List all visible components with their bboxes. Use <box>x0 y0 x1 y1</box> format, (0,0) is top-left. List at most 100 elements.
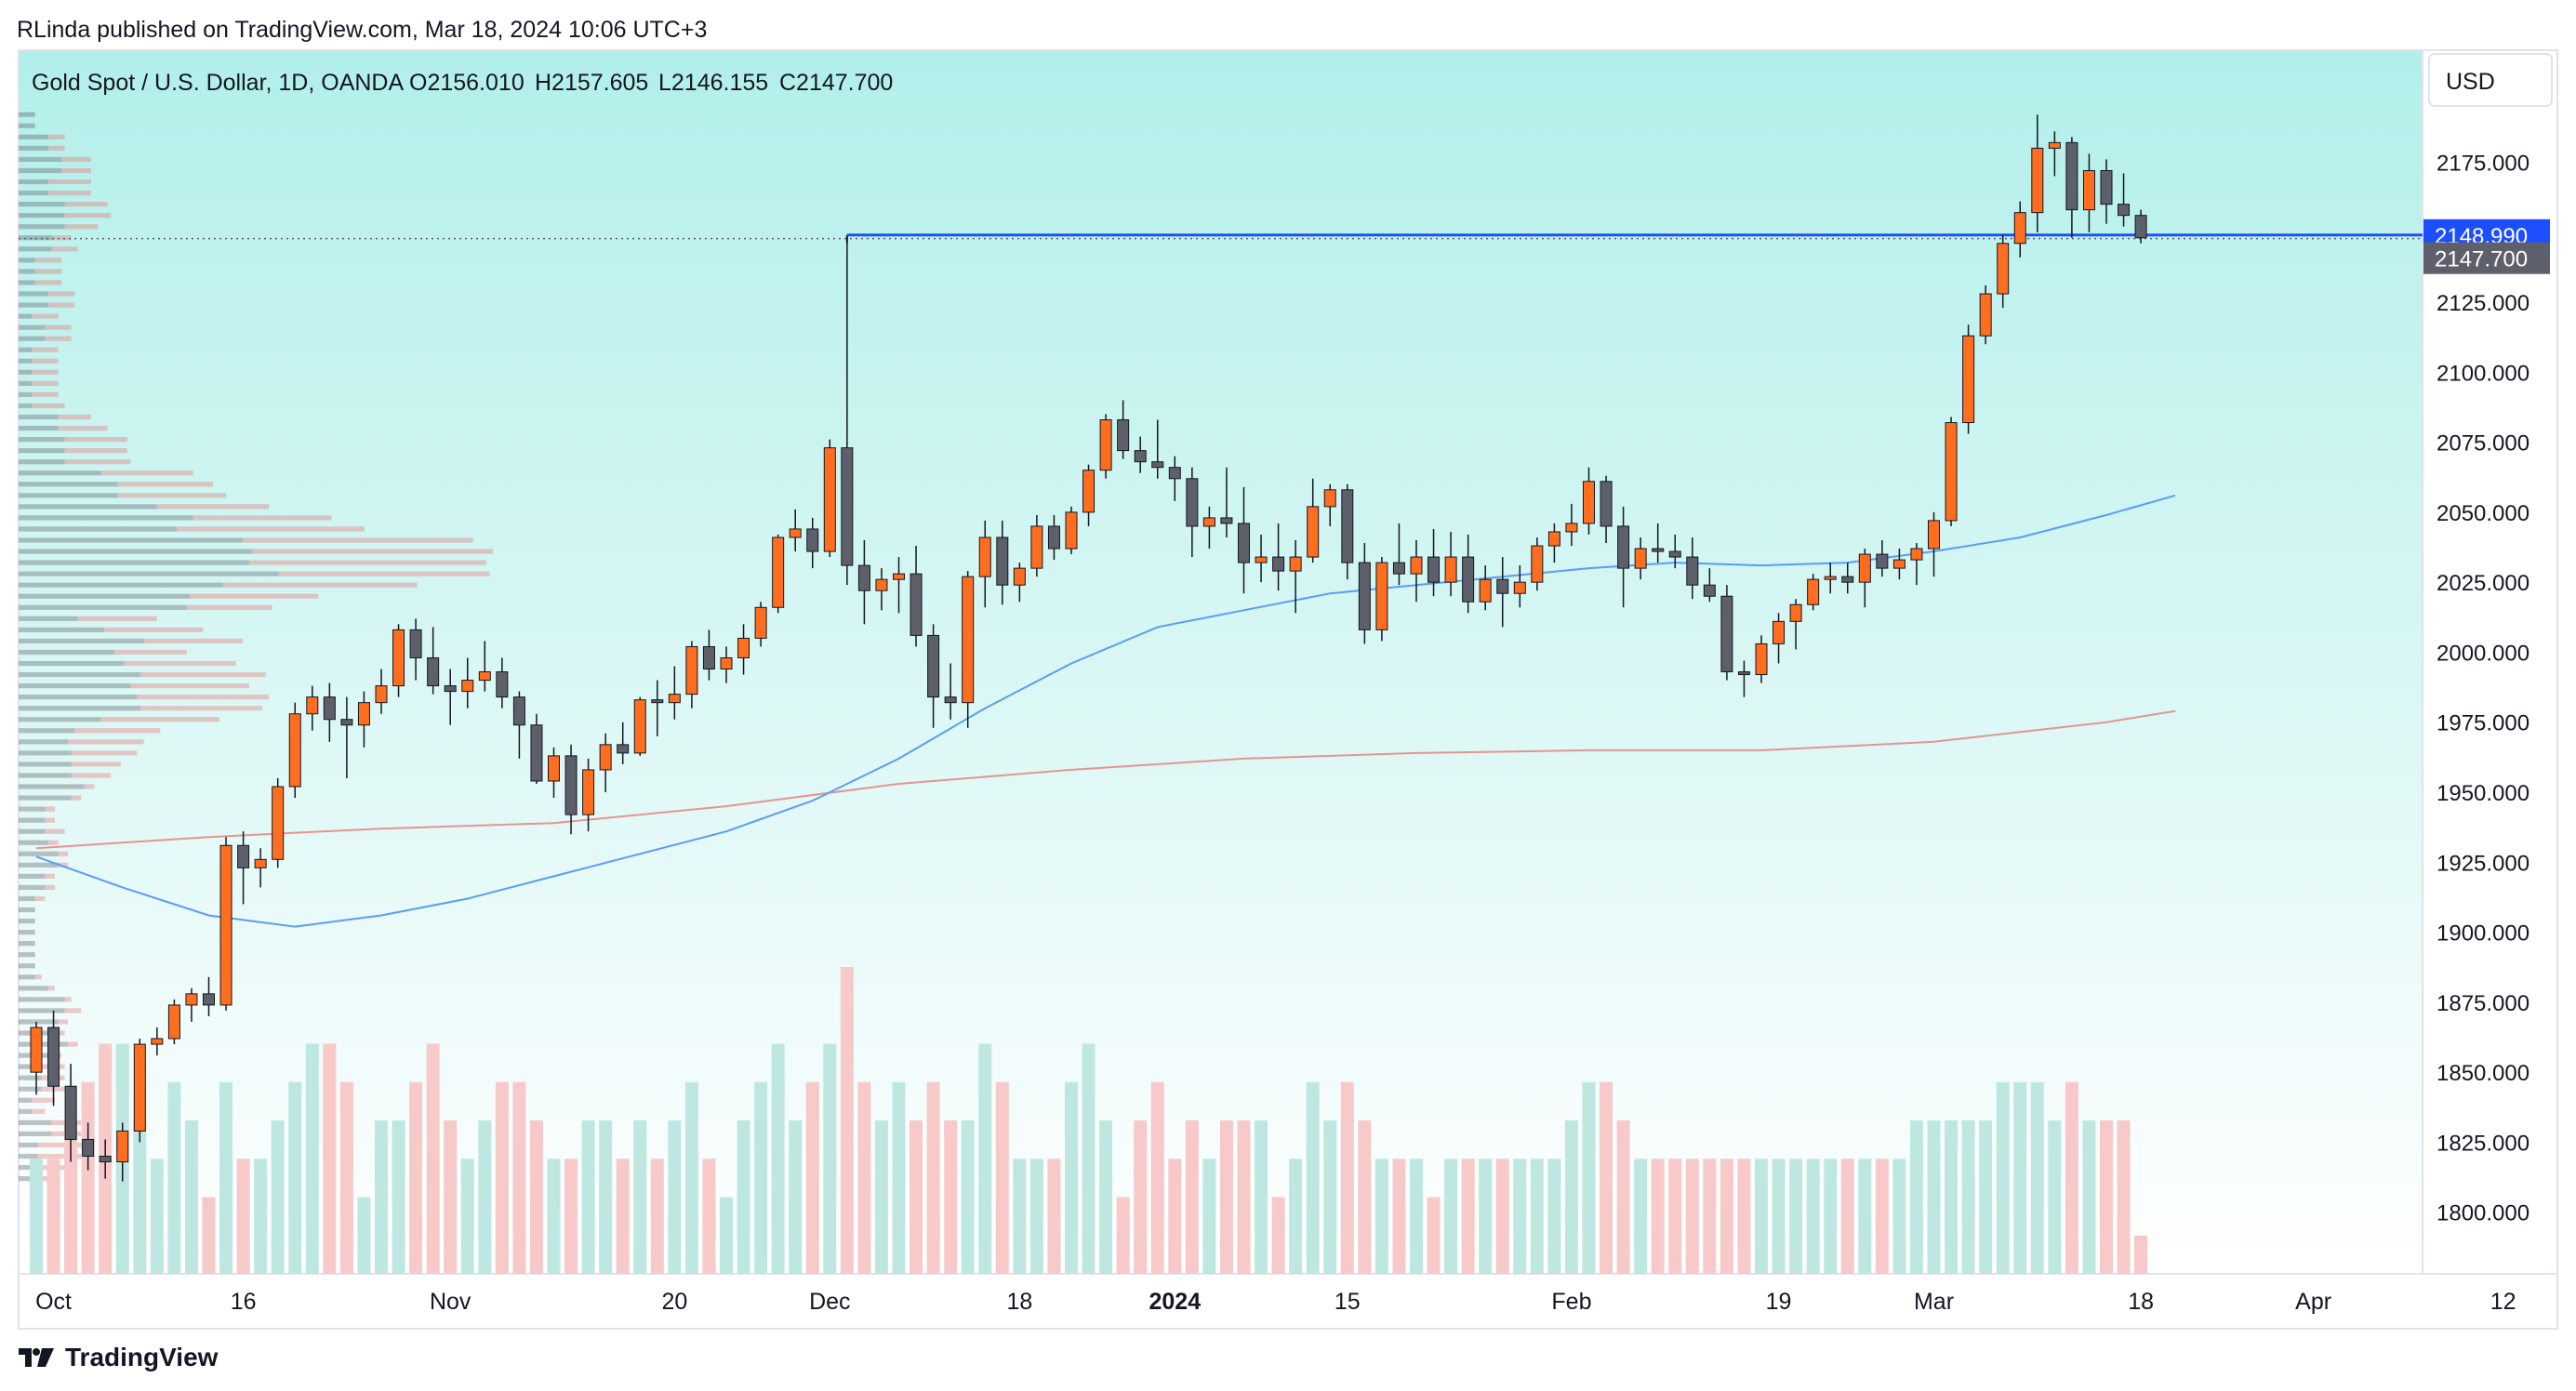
profile-bar-up <box>19 1176 39 1182</box>
profile-bar-down <box>64 436 127 443</box>
candle-body <box>99 1156 112 1163</box>
candle-body <box>1134 450 1147 463</box>
time-tick-label: Apr <box>2295 1289 2331 1315</box>
currency-label: USD <box>2446 69 2495 95</box>
candle-body <box>1013 567 1026 586</box>
profile-bar-down <box>32 380 59 386</box>
volume-bar <box>2013 1081 2027 1274</box>
candle-body <box>1272 556 1285 572</box>
price-tick-label: 2000.000 <box>2437 641 2530 666</box>
candle-body <box>1341 489 1354 563</box>
profile-bar-up <box>19 1108 33 1114</box>
tradingview-logo[interactable]: TradingView <box>17 1343 218 1372</box>
profile-bar-up <box>19 436 65 443</box>
profile-bar-up <box>19 202 65 207</box>
profile-bar-up <box>19 616 78 621</box>
candle-body <box>478 671 491 682</box>
profile-bar-down <box>64 224 98 230</box>
profile-bar-up <box>19 134 48 139</box>
volume-bar <box>1410 1159 1423 1274</box>
volume-bar <box>1427 1197 1441 1274</box>
candle-body <box>2031 147 2044 214</box>
profile-bar-down <box>74 728 161 734</box>
profile-bar-up <box>19 549 253 554</box>
volume-bar <box>1374 1159 1388 1274</box>
profile-bar-down <box>51 235 72 241</box>
volume-bar <box>1495 1159 1509 1274</box>
volume-bar <box>1150 1081 1164 1274</box>
profile-bar-down <box>47 840 59 845</box>
profile-bar-up <box>19 302 48 308</box>
price-axis[interactable]: 1800.000 1825.000 1850.000 1875.000 1900.000… <box>2423 81 2550 1226</box>
profile-bar-down <box>47 190 91 196</box>
candle-body <box>1513 581 1526 594</box>
price-tick-label: 2175.000 <box>2437 151 2530 176</box>
volume-bar <box>1840 1159 1854 1274</box>
volume-bar <box>1116 1197 1130 1274</box>
profile-bar-down <box>113 649 187 656</box>
candle-body <box>1892 559 1905 569</box>
candle-body <box>668 694 681 704</box>
profile-bar-down <box>77 616 157 621</box>
publish-info: RLinda published on TradingView.com, Mar… <box>17 17 708 43</box>
profile-bar-up <box>19 482 118 487</box>
profile-bar-up <box>19 470 101 476</box>
volume-bar <box>254 1159 268 1274</box>
volume-bar <box>1685 1159 1699 1274</box>
candle-body <box>978 537 991 577</box>
time-axis[interactable]: Oct 16 Nov 20 Dec 18 2024 15 Feb 19 Mar 18 Apr 12 <box>35 1289 2516 1315</box>
candle-body <box>203 993 215 1006</box>
profile-bar-down <box>45 806 55 812</box>
profile-bar-up <box>19 369 33 375</box>
profile-bar-up <box>19 963 35 969</box>
candle-body <box>599 744 612 771</box>
volume-bar <box>1755 1159 1768 1274</box>
profile-bar-up <box>19 358 33 364</box>
profile-bar-up <box>19 582 223 588</box>
profile-bar-up <box>19 828 46 834</box>
profile-bar-up <box>19 1086 42 1092</box>
candle-body <box>496 671 509 698</box>
candle-body <box>82 1138 95 1158</box>
profile-bar-down <box>58 851 69 856</box>
volume-bar <box>529 1120 543 1274</box>
candle-body <box>996 537 1009 586</box>
profile-bar-down <box>64 459 131 465</box>
profile-bar-down <box>140 671 266 678</box>
profile-bar-up <box>19 627 105 632</box>
volume-bar <box>737 1120 750 1274</box>
brand-name: TradingView <box>65 1343 219 1371</box>
profile-bar-down <box>143 638 243 644</box>
candle-body <box>1755 643 1768 676</box>
candle-body <box>772 537 785 608</box>
currency-button[interactable] <box>2428 53 2553 107</box>
profile-bar-down <box>156 504 270 510</box>
volume-bar <box>1945 1120 1959 1274</box>
candle-body <box>582 769 595 815</box>
volume-bar <box>202 1197 216 1274</box>
profile-bar-up <box>19 414 59 420</box>
profile-bar-down <box>71 762 121 767</box>
currency-selector[interactable]: USD <box>2428 53 2553 107</box>
profile-bar-down <box>47 179 91 185</box>
tradingview-logo-icon <box>19 1348 54 1367</box>
volume-bar <box>236 1159 250 1274</box>
ohlc-close: C2147.700 <box>779 70 893 96</box>
candle-body <box>2013 212 2026 245</box>
volume-bar <box>1616 1120 1630 1274</box>
profile-bar-down <box>32 1108 46 1114</box>
volume-bar <box>1582 1081 1596 1274</box>
candle-body <box>323 696 336 721</box>
profile-bar-down <box>278 571 490 576</box>
volume-bar <box>1737 1159 1751 1274</box>
candle-body <box>1910 548 1923 561</box>
candle-body <box>962 576 975 704</box>
volume-bar <box>633 1120 647 1274</box>
candle-body <box>1047 525 1060 550</box>
volume-bar <box>1168 1159 1182 1274</box>
volume-bar <box>650 1159 664 1274</box>
volume-bar <box>547 1159 561 1274</box>
profile-bar-up <box>19 851 59 856</box>
volume-bar <box>1479 1159 1493 1274</box>
